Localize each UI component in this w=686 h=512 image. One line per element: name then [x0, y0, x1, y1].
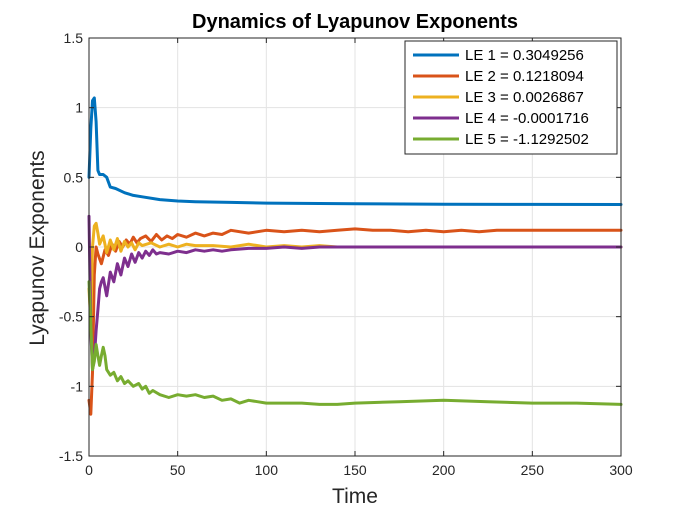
y-tick-label: 0 [75, 239, 83, 255]
y-tick-label: -0.5 [59, 309, 83, 325]
legend-label-le3: LE 3 = 0.0026867 [465, 89, 584, 106]
legend-label-le2: LE 2 = 0.1218094 [465, 68, 584, 85]
legend-label-le5: LE 5 = -1.1292502 [465, 131, 589, 148]
x-tick-label: 50 [170, 462, 186, 478]
y-tick-label: 1.5 [64, 30, 84, 46]
x-axis-label: Time [332, 485, 378, 508]
x-tick-label: 200 [432, 462, 456, 478]
x-tick-label: 0 [85, 462, 93, 478]
legend-label-le1: LE 1 = 0.3049256 [465, 47, 584, 64]
x-tick-label: 300 [609, 462, 633, 478]
y-axis-label: Lyapunov Exponents [26, 150, 49, 345]
x-tick-label: 100 [255, 462, 279, 478]
y-tick-label: 0.5 [64, 169, 84, 185]
chart-title: Dynamics of Lyapunov Exponents [192, 11, 518, 33]
legend-label-le4: LE 4 = -0.0001716 [465, 110, 589, 127]
x-tick-label: 150 [343, 462, 367, 478]
x-tick-label: 250 [521, 462, 545, 478]
y-tick-label: 1 [75, 100, 83, 116]
y-tick-label: -1 [71, 378, 84, 394]
y-tick-label: -1.5 [59, 448, 83, 464]
legend: LE 1 = 0.3049256 LE 2 = 0.1218094 LE 3 = 0… [405, 41, 617, 154]
